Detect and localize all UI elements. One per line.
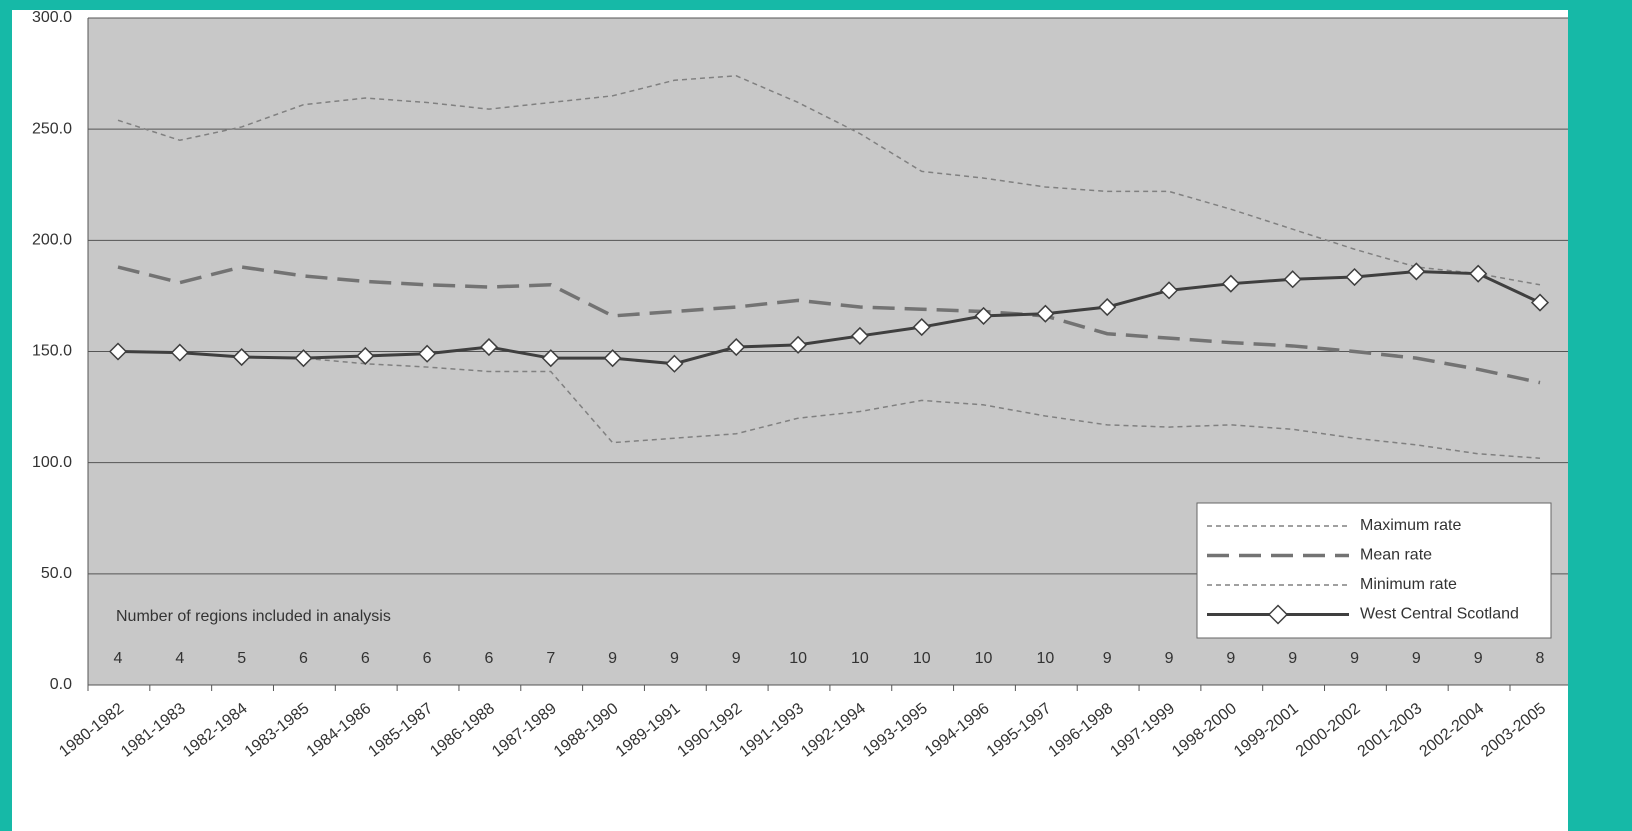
y-tick-label: 200.0 [32,232,72,249]
point-marker [789,335,808,354]
point-marker [356,346,375,366]
region-count: 9 [1103,650,1112,667]
region-count: 9 [608,650,617,667]
region-count: 9 [670,650,679,667]
legend-label: Mean rate [1360,547,1432,564]
point-marker [170,343,189,362]
series-line [117,350,1541,459]
legend-label: West Central Scotland [1360,606,1519,623]
point-marker [1469,264,1488,283]
region-count: 6 [361,650,370,667]
region-count: 6 [485,650,494,667]
point-marker [541,349,560,368]
annotation: Number of regions included in analysis [116,608,391,625]
point-marker [1530,293,1550,312]
point-marker [1098,297,1117,317]
point-marker [418,344,437,363]
point-marker [1283,270,1302,289]
region-count: 10 [789,650,807,667]
point-marker [665,354,684,373]
region-count: 6 [299,650,308,667]
region-count: 9 [1226,650,1235,667]
region-count: 9 [732,650,741,667]
region-count: 6 [423,650,432,667]
point-marker [232,347,251,367]
point-marker [1221,274,1240,293]
y-tick-label: 300.0 [32,9,72,26]
region-count: 4 [175,650,184,667]
series-line [117,269,1541,366]
region-count: 10 [851,650,869,667]
point-marker [974,306,993,325]
point-marker [850,326,869,345]
legend-label: Maximum rate [1360,517,1461,534]
point-marker [1345,267,1364,287]
region-count: 10 [913,650,931,667]
series-line [117,265,1541,385]
region-count: 9 [1165,650,1174,667]
point-marker [1407,262,1426,281]
point-marker [108,342,128,361]
y-tick-label: 100.0 [32,454,72,471]
point-marker [1159,281,1179,300]
legend-label: Minimum rate [1360,576,1457,593]
region-count: 8 [1536,650,1545,667]
y-tick-label: 250.0 [32,120,72,137]
series-line [117,75,1541,286]
region-count: 7 [546,650,555,667]
point-marker [912,317,931,337]
region-count: 9 [1412,650,1421,667]
y-tick-label: 150.0 [32,343,72,360]
region-count: 9 [1288,650,1297,667]
y-tick-label: 0.0 [50,676,72,693]
point-marker [479,337,499,357]
region-count: 5 [237,650,246,667]
region-count: 9 [1474,650,1483,667]
point-marker [294,349,313,368]
point-marker [727,337,746,357]
region-count: 4 [114,650,123,667]
y-tick-label: 50.0 [41,565,72,582]
region-count: 9 [1350,650,1359,667]
region-count: 10 [1036,650,1054,667]
region-count: 10 [975,650,993,667]
legend-marker [1267,604,1289,625]
point-marker [603,349,622,368]
point-marker [1036,304,1055,323]
